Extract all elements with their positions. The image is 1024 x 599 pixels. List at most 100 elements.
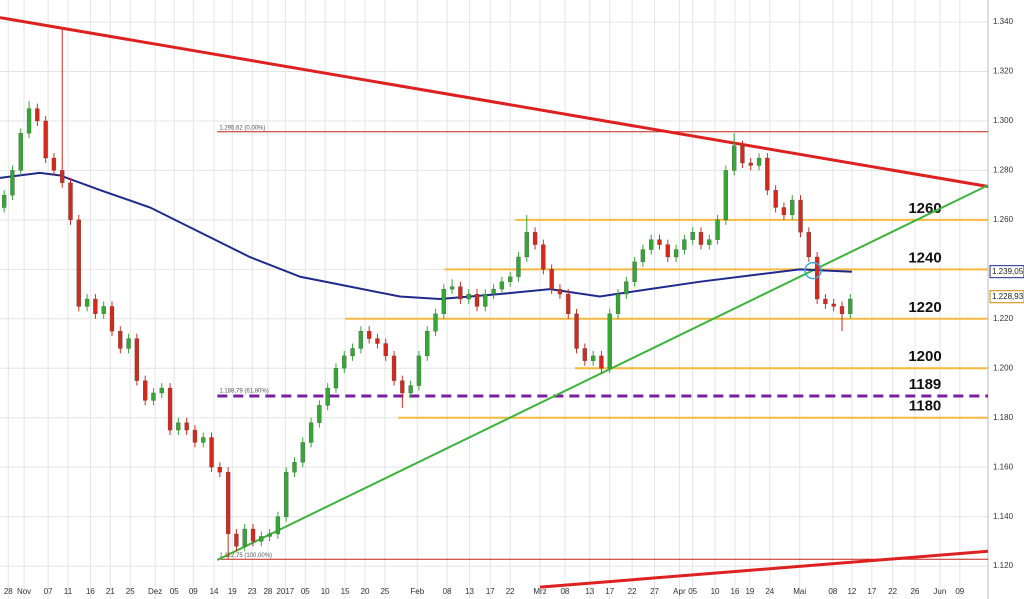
x-tick-label: 05 [688, 587, 697, 596]
candle-body [325, 387, 330, 406]
candle-body [449, 286, 455, 290]
candle-body [317, 405, 322, 423]
candle-body [740, 145, 745, 164]
candle-body [574, 313, 579, 349]
x-tick-label: 19 [745, 587, 754, 596]
candle-body [259, 536, 264, 542]
candle-body [524, 232, 529, 258]
candle-body [508, 276, 513, 282]
x-tick-label: 15 [341, 587, 350, 596]
x-tick-label: 07 [44, 587, 53, 596]
candle-body [649, 239, 654, 250]
x-tick-label: 16 [86, 587, 95, 596]
candle-body [806, 232, 811, 258]
candle-body [308, 422, 314, 443]
x-tick-label: 11 [64, 587, 73, 596]
x-tick-label: 28 [4, 587, 13, 596]
candle-body [640, 249, 646, 263]
fib-note: 1.295,62 (0,00%) [219, 125, 265, 131]
x-tick-label: 22 [888, 587, 897, 596]
candle-body [109, 306, 115, 332]
x-tick-label: Apr [673, 587, 686, 596]
candle-body [358, 331, 364, 349]
candle-body [242, 528, 247, 547]
candle-body [499, 281, 505, 290]
candle-body [292, 462, 297, 473]
candle-body [26, 108, 32, 134]
level-label: 1240 [908, 249, 941, 266]
candle-body [541, 244, 546, 270]
candle-body [225, 471, 231, 535]
candle-body [1, 194, 7, 208]
x-tick-label: Mrz [533, 587, 546, 596]
candle-body [400, 380, 405, 394]
candle-body [632, 261, 637, 282]
candle-body [491, 288, 496, 295]
candle-body [673, 249, 679, 258]
y-tick-label: 1.200 [993, 363, 1014, 372]
candle-body [126, 338, 131, 349]
candle-body [176, 422, 181, 431]
candle-body [367, 331, 372, 339]
trendline [539, 549, 989, 589]
candle-body [715, 219, 720, 240]
x-tick-label: Nov [17, 587, 31, 596]
candle-body [217, 467, 222, 473]
x-tick-label: 08 [443, 587, 452, 596]
candle-body [599, 355, 604, 369]
candle-body [101, 306, 106, 314]
x-tick-label: 14 [210, 587, 219, 596]
candle-body [773, 190, 778, 208]
x-tick-label: 20 [361, 587, 370, 596]
level-label: 1180 [909, 398, 942, 415]
candle-body [707, 239, 712, 245]
candle-body [60, 170, 65, 183]
price-tag-label: 1.228,93 [992, 292, 1024, 301]
candle-body [167, 387, 173, 431]
level-note: 1.188,79 (61,80%) [219, 389, 268, 395]
highlight-circle [804, 261, 822, 280]
level-label: 1200 [908, 348, 941, 365]
candle-body [342, 355, 347, 369]
candle-body [93, 298, 98, 314]
candle-body [275, 516, 281, 535]
y-tick-label: 1.340 [993, 17, 1014, 26]
candle-body [333, 368, 339, 389]
y-tick-label: 1.260 [993, 215, 1014, 224]
x-tick-label: 13 [585, 587, 594, 596]
candle-body [284, 471, 289, 517]
candle-body [549, 269, 554, 290]
trendline [216, 184, 989, 561]
candle-body [790, 199, 795, 216]
trendline [0, 16, 989, 188]
candle-body [823, 298, 828, 305]
y-tick-label: 1.280 [993, 166, 1014, 175]
candle-body [441, 288, 446, 314]
candle-body [134, 338, 140, 381]
candle-body [250, 528, 256, 542]
y-tick-label: 1.160 [993, 462, 1014, 471]
candle-body [375, 338, 380, 344]
y-tick-label: 1.180 [993, 413, 1014, 422]
candle-body [458, 286, 463, 300]
candle-body [483, 293, 488, 307]
x-tick-label: 23 [248, 587, 257, 596]
y-tick-label: 1.140 [993, 512, 1014, 521]
candle-body [234, 533, 239, 547]
candle-body [665, 244, 670, 258]
candle-body [408, 385, 413, 394]
candle-body [76, 219, 81, 307]
x-tick-label: 10 [711, 587, 720, 596]
x-tick-label: 22 [628, 587, 637, 596]
x-tick-label: 24 [765, 587, 774, 596]
candle-body [51, 157, 57, 171]
x-tick-label: 27 [650, 587, 659, 596]
candle-body [84, 298, 90, 307]
candle-body [831, 303, 836, 307]
candle-body [35, 108, 40, 122]
candle-body [474, 293, 480, 307]
y-tick-label: 1.320 [993, 67, 1014, 76]
candle-body [756, 157, 762, 166]
